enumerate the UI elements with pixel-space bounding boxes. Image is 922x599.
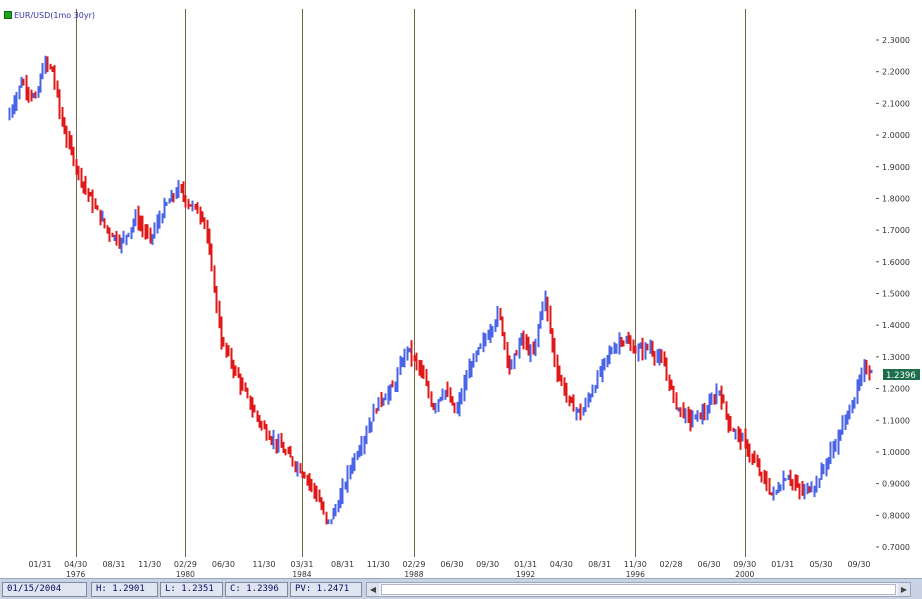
y-tick-label: 1.3000 (882, 353, 910, 362)
x-tick-label: 01/31 (771, 560, 794, 569)
status-close: C: 1.2396 (225, 582, 288, 597)
status-low: L: 1.2351 (160, 582, 223, 597)
x-tick-label: 03/31 (290, 560, 313, 569)
price-tag: 1.2396 (883, 369, 920, 381)
x-tick-label: 04/30 (64, 560, 87, 569)
x-tick-label: 09/30 (847, 560, 870, 569)
y-tick-label: 1.2000 (882, 385, 910, 394)
x-tick-label: 08/31 (331, 560, 354, 569)
status-pv: PV: 1.2471 (290, 582, 362, 597)
y-tick-label: 2.3000 (882, 36, 910, 45)
y-tick-label: 1.9000 (882, 163, 910, 172)
x-tick-year: 1980 (176, 570, 195, 578)
status-high: H: 1.2901 (91, 582, 158, 597)
x-tick-label: 08/31 (588, 560, 611, 569)
y-tick-label: 1.7000 (882, 226, 910, 235)
y-tick-label: 1.8000 (882, 194, 910, 203)
x-tick-label: 01/31 (514, 560, 537, 569)
y-tick-label: 2.1000 (882, 99, 910, 108)
x-tick-label: 04/30 (550, 560, 573, 569)
x-tick-year: 2000 (735, 570, 754, 578)
y-tick-label: 1.5000 (882, 290, 910, 299)
scroll-right-icon[interactable]: ▶ (898, 583, 910, 596)
price-tag-background (883, 369, 920, 380)
scroll-thumb[interactable] (381, 584, 896, 595)
y-tick-label: 1.4000 (882, 321, 910, 330)
x-tick-label: 11/30 (252, 560, 275, 569)
y-tick-label: 2.2000 (882, 68, 910, 77)
x-tick-label: 11/30 (624, 560, 647, 569)
y-axis: 2.3000 2.2000 2.1000 2.0000 1.9000 1.8000 1.70… (876, 36, 910, 552)
x-tick-year: 1992 (516, 570, 535, 578)
y-tick-label: 0.9000 (882, 480, 910, 489)
y-tick-label: 1.6000 (882, 258, 910, 267)
legend-swatch (4, 11, 12, 19)
x-tick-label: 02/28 (660, 560, 683, 569)
y-tick-label: 0.7000 (882, 543, 910, 552)
horizontal-scrollbar[interactable]: ◀ ▶ (366, 582, 911, 597)
x-tick-label: 09/30 (733, 560, 756, 569)
y-tick-label: 0.8000 (882, 511, 910, 520)
x-tick-label: 01/31 (28, 560, 51, 569)
x-tick-label: 06/30 (697, 560, 720, 569)
period-dividers (76, 9, 746, 557)
x-tick-year: 1988 (404, 570, 423, 578)
price-bars (8, 55, 873, 525)
x-tick-year: 1976 (66, 570, 85, 578)
x-tick-label: 06/30 (440, 560, 463, 569)
status-bar: 01/15/2004 H: 1.2901 L: 1.2351 C: 1.2396… (0, 578, 922, 599)
x-tick-year: 1984 (292, 570, 311, 578)
y-tick-label: 2.0000 (882, 131, 910, 140)
status-date: 01/15/2004 (2, 582, 87, 597)
x-tick-label: 11/30 (138, 560, 161, 569)
scroll-left-icon[interactable]: ◀ (367, 583, 379, 596)
x-tick-label: 11/30 (367, 560, 390, 569)
chart-legend: EUR/USD(1mo 30yr) (4, 9, 95, 21)
price-tag-value: 1.2396 (886, 371, 916, 381)
x-tick-label: 02/29 (174, 560, 197, 569)
x-tick-label: 09/30 (476, 560, 499, 569)
x-tick-label: 02/29 (402, 560, 425, 569)
x-tick-label: 05/30 (809, 560, 832, 569)
x-tick-year: 1996 (626, 570, 645, 578)
price-chart[interactable]: 2.3000 2.2000 2.1000 2.0000 1.9000 1.8000 1.70… (0, 0, 922, 578)
x-tick-label: 08/31 (102, 560, 125, 569)
legend-label: EUR/USD(1mo 30yr) (14, 10, 96, 20)
x-tick-label: 06/30 (212, 560, 235, 569)
y-tick-label: 1.1000 (882, 416, 910, 425)
y-tick-label: 1.0000 (882, 448, 910, 457)
